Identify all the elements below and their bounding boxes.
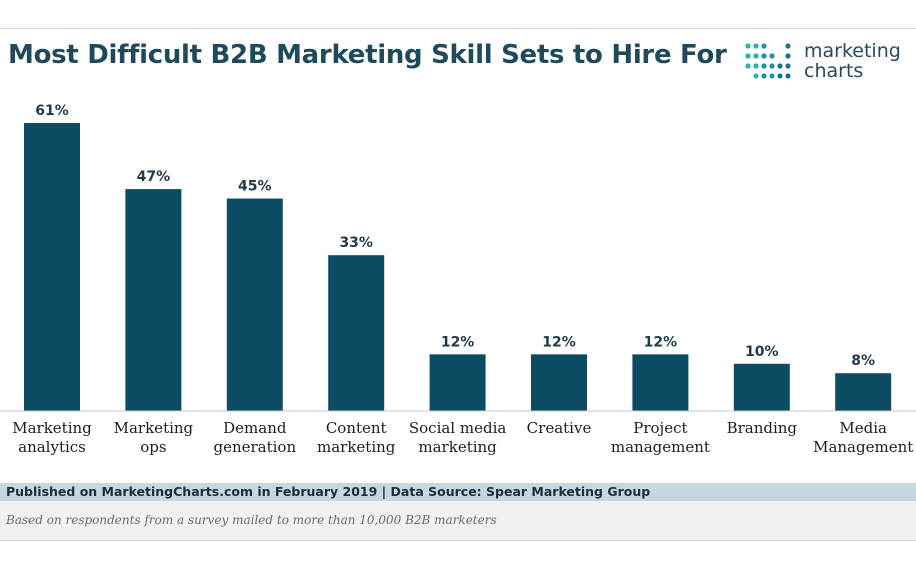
logo-text: marketing charts [804,41,901,81]
bar-3 [328,255,385,411]
logo-dot [777,73,783,79]
category-label: marketing [418,438,497,456]
category-label: Content [326,419,387,437]
value-label: 10% [745,344,779,360]
chart-title: Most Difficult B2B Marketing Skill Sets … [8,40,727,70]
bar-1 [125,189,182,411]
category-label: Media [839,419,887,437]
bar-0 [24,123,80,411]
bar-6 [632,354,689,411]
top-divider [0,28,916,29]
category-label: analytics [18,438,86,456]
category-label: Demand [223,419,287,437]
bar-4 [429,354,486,411]
category-label: Creative [527,419,592,437]
bar-8 [835,373,892,411]
bar-2 [226,198,283,411]
logo-dot [785,43,791,49]
value-label: 61% [35,103,69,119]
category-label: Project [633,419,687,437]
logo-dot [769,63,775,69]
category-label: generation [213,438,296,456]
logo-dot [785,63,791,69]
value-label: 45% [238,179,272,195]
logo-dot [753,73,759,79]
bottom-divider [0,540,916,541]
value-label: 33% [339,235,373,251]
value-label: 47% [137,169,171,185]
logo-dot [745,63,751,69]
logo-dot [769,73,775,79]
logo-dot [761,53,767,59]
logo-text-line1: marketing [804,40,901,62]
marketingcharts-logo: marketing charts [744,40,914,86]
category-label: ops [140,438,166,456]
logo-dot [753,43,759,49]
category-label: marketing [317,438,396,456]
published-source-bar: Published on MarketingCharts.com in Febr… [0,483,916,501]
logo-dot [785,73,791,79]
bar-5 [531,354,587,411]
logo-dot [745,43,751,49]
survey-note: Based on respondents from a survey maile… [0,501,916,540]
logo-dot [745,53,751,59]
category-label: Branding [727,419,798,437]
logo-dot [753,53,759,59]
value-label: 12% [441,334,475,350]
category-label: management [611,438,710,456]
logo-dot [777,63,783,69]
logo-dot [761,43,767,49]
logo-dot [785,53,791,59]
value-label: 8% [851,353,875,369]
logo-dots-icon [745,43,791,79]
logo-dot [753,63,759,69]
bar-chart: 61%47%45%33%12% 12% 12%10%8% Marketinganal… [0,103,916,456]
value-label: 12% [644,334,678,350]
logo-dot [769,53,775,59]
category-label: Management [813,438,913,456]
logo-dot [761,63,767,69]
value-label: 12% [542,334,576,350]
bar-7 [733,363,790,411]
logo-dot [761,73,767,79]
logo-text-line2: charts [804,60,864,82]
category-label: Social media [409,419,507,437]
category-label: Marketing [114,419,194,437]
category-label: Marketing [12,419,92,437]
